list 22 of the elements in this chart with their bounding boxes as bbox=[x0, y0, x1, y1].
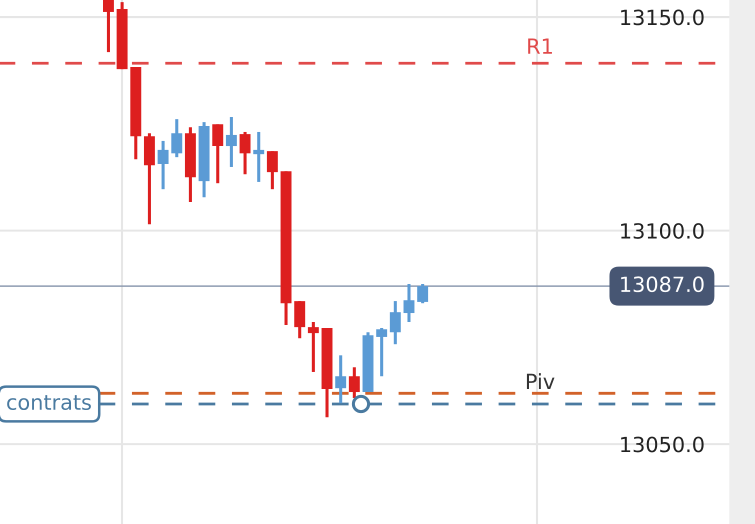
y-tick-label: 13150.0 bbox=[621, 10, 704, 26]
candlestick bbox=[376, 328, 388, 376]
candlestick bbox=[348, 367, 360, 398]
candlestick bbox=[335, 355, 346, 404]
candlestick bbox=[212, 124, 224, 184]
candlestick bbox=[390, 301, 401, 344]
candlestick bbox=[253, 132, 264, 182]
candlestick bbox=[171, 119, 182, 158]
y-tick-label: 13100.0 bbox=[621, 223, 704, 239]
candlestick bbox=[266, 151, 278, 190]
y-tick-label: 13050.0 bbox=[621, 436, 704, 452]
candlestick bbox=[417, 284, 428, 304]
ref-line-label: 13087.0 bbox=[621, 276, 704, 292]
candlestick bbox=[226, 117, 237, 167]
ref-line-label: R1 bbox=[528, 38, 552, 54]
candlestick bbox=[158, 140, 169, 190]
candlestick bbox=[308, 322, 319, 372]
candlestick bbox=[102, 0, 114, 52]
candlestick bbox=[404, 284, 414, 322]
ref-line-label: contrats bbox=[7, 395, 91, 410]
candlestick bbox=[240, 132, 251, 174]
ref-line-label: Piv bbox=[526, 373, 554, 389]
